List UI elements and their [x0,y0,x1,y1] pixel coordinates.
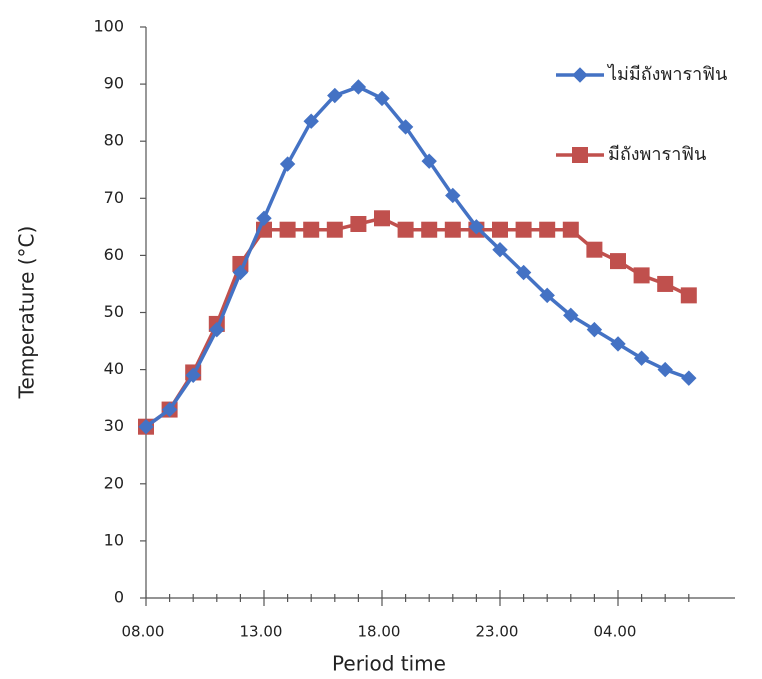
data-point [445,222,461,238]
data-point [281,157,295,171]
y-tick-label: 70 [104,188,124,207]
y-tick-label: 60 [104,245,124,264]
y-tick-label: 30 [104,416,124,435]
x-tick-label: 08.00 [122,623,165,641]
data-point [539,222,555,238]
y-tick-label: 20 [104,473,124,492]
y-axis-label: Temperature (°C) [15,226,39,400]
y-tick-label: 80 [104,131,124,150]
y-tick-label: 90 [104,74,124,93]
data-point [634,267,650,283]
data-point [586,242,602,258]
data-point [303,222,319,238]
x-tick-label: 23.00 [476,623,519,641]
data-point [563,222,579,238]
data-point [658,363,672,377]
data-point [610,253,626,269]
x-tick-label: 13.00 [240,623,283,641]
data-point [657,276,673,292]
x-tick-label: 04.00 [594,623,637,641]
y-tick-label: 100 [93,17,124,36]
data-point [350,216,366,232]
legend-marker [572,147,588,163]
data-point [374,210,390,226]
data-point [280,222,296,238]
data-point [351,80,365,94]
data-point [681,287,697,303]
x-tick-label: 18.00 [358,623,401,641]
data-point [682,371,696,385]
chart: Period time Temperature (°C) 0 10 20 30 40 50… [0,0,762,679]
data-point [327,222,343,238]
data-point [398,222,414,238]
series-line [146,218,689,426]
x-axis-label: Period time [332,652,446,676]
y-tick-label: 0 [114,588,124,607]
legend-marker [573,68,587,82]
data-point [421,222,437,238]
legend-label: มีถังพาราฟิน [608,144,706,165]
legend-label: ไม่มีถังพาราฟิน [606,63,727,85]
y-tick-label: 50 [104,302,124,321]
data-point [492,222,508,238]
data-point [516,222,532,238]
y-tick-label: 10 [104,530,124,549]
y-tick-label: 40 [104,359,124,378]
